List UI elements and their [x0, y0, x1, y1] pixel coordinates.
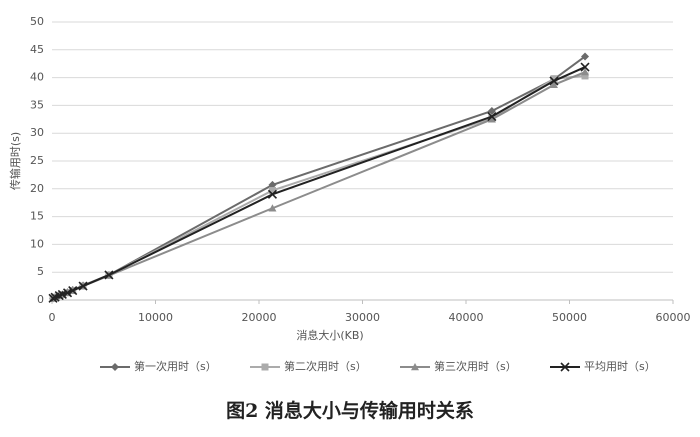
- point: [68, 285, 78, 296]
- x-tick-label: 40000: [449, 311, 484, 324]
- x-tick-label: 10000: [138, 311, 173, 324]
- point: [268, 186, 276, 194]
- point: [580, 62, 590, 72]
- point: [487, 115, 496, 123]
- point: [57, 289, 67, 300]
- legend-marker: [261, 363, 269, 371]
- y-tick-label: 40: [30, 71, 44, 84]
- point: [550, 75, 558, 83]
- legend-label: 第三次用时（s）: [434, 359, 517, 373]
- point: [268, 180, 277, 189]
- legend-marker: [560, 362, 570, 372]
- legend-label: 第二次用时（s）: [284, 359, 367, 373]
- y-tick-label: 15: [30, 210, 44, 223]
- x-tick-label: 60000: [656, 311, 691, 324]
- point: [104, 270, 114, 280]
- x-tick-label: 50000: [552, 311, 587, 324]
- point: [581, 72, 589, 80]
- y-tick-label: 20: [30, 182, 44, 195]
- legend-marker: [111, 363, 119, 371]
- legend-label: 第一次用时（s）: [134, 359, 217, 373]
- x-tick-label: 0: [49, 311, 56, 324]
- series-line: [52, 66, 586, 300]
- y-tick-label: 0: [37, 293, 44, 306]
- series-line: [52, 71, 586, 300]
- y-tick-label: 25: [30, 154, 44, 167]
- x-tick-label: 30000: [345, 311, 380, 324]
- legend-label: 平均用时（s）: [584, 360, 656, 373]
- caption: 图2 消息大小与传输用时关系: [226, 399, 474, 422]
- point: [268, 204, 277, 212]
- y-tick-label: 5: [37, 265, 44, 278]
- y-axis-label: 传输用时(s): [8, 132, 22, 190]
- y-tick-label: 45: [30, 43, 44, 56]
- y-tick-label: 50: [30, 15, 44, 28]
- point: [62, 288, 73, 298]
- x-tick-label: 20000: [242, 311, 277, 324]
- y-tick-label: 30: [30, 126, 44, 139]
- y-tick-label: 35: [30, 98, 44, 111]
- point: [487, 106, 496, 115]
- x-axis-label: 消息大小(KB): [296, 328, 363, 342]
- point: [78, 281, 88, 291]
- point: [581, 68, 590, 76]
- point: [487, 111, 497, 122]
- y-tick-label: 10: [30, 237, 44, 250]
- legend-marker: [411, 363, 419, 371]
- point: [549, 76, 559, 86]
- point: [549, 80, 558, 89]
- point: [267, 189, 278, 199]
- point: [581, 52, 590, 61]
